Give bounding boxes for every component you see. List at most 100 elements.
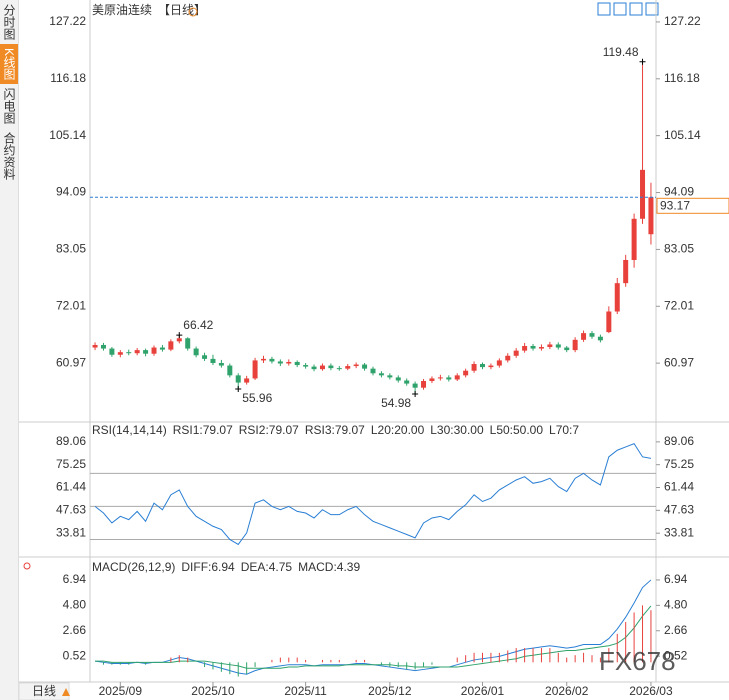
candle-body	[311, 366, 317, 370]
candle-body	[522, 345, 528, 351]
extreme-marker	[412, 390, 419, 397]
candle-body	[471, 364, 477, 371]
candle-body	[185, 338, 191, 349]
candle-body	[488, 365, 494, 368]
last-price-label: 93.17	[660, 198, 690, 212]
candle-body	[269, 358, 275, 362]
y-tick-label: 2.66	[63, 623, 87, 637]
legend-item: 【日线】	[158, 3, 206, 17]
candle-body	[429, 378, 435, 382]
toolbar	[597, 2, 659, 16]
y-tick-label: 4.80	[63, 598, 87, 612]
candle-body	[581, 333, 587, 340]
x-tick-label: 2026/03	[629, 684, 673, 698]
y-tick-label: 89.06	[664, 434, 694, 448]
y-tick-label: 89.06	[56, 434, 86, 448]
candle-body	[117, 352, 123, 355]
candle-body	[631, 218, 637, 260]
tool-icon[interactable]	[645, 2, 659, 16]
extreme-marker	[639, 58, 646, 65]
legend-item: L50:50.00	[490, 423, 544, 437]
y-tick-label: 83.05	[56, 242, 86, 256]
candle-body	[378, 373, 384, 376]
tool-icon[interactable]	[613, 2, 627, 16]
candle-body	[328, 365, 334, 369]
candle-body	[252, 360, 258, 379]
period-label[interactable]: 日线	[32, 684, 56, 698]
candle-body	[353, 364, 359, 367]
y-tick-label: 33.81	[56, 525, 86, 539]
candle-body	[126, 352, 132, 354]
macd-line	[94, 579, 652, 675]
legend-item: RSI1:79.07	[173, 423, 233, 437]
candle-body	[597, 336, 603, 341]
candle-body	[92, 344, 98, 348]
legend-item: DIFF:6.94	[181, 560, 235, 574]
candle-body	[606, 311, 612, 333]
legend-item: 美原油连续	[92, 2, 152, 17]
watermark: FX678	[599, 646, 676, 676]
period-button[interactable]	[19, 682, 70, 700]
legend-item: RSI2:79.07	[239, 423, 299, 437]
candle-body	[648, 197, 654, 235]
candle-body	[623, 259, 629, 284]
candle-body	[463, 370, 469, 376]
candle-body	[437, 377, 443, 379]
y-tick-label: 6.94	[664, 572, 688, 586]
collapse-icon	[188, 7, 198, 17]
x-tick-label: 2026/01	[461, 684, 505, 698]
settings-icon[interactable]	[23, 562, 31, 570]
chart: 日线 127.22 127.22 116.18 116.18 105.14 105.14 9…	[19, 0, 729, 700]
y-tick-label: 72.01	[664, 298, 694, 312]
candle-body	[336, 368, 342, 370]
period-arrow[interactable]	[62, 688, 70, 696]
x-tick-label: 2025/09	[99, 684, 143, 698]
candle-body	[261, 358, 267, 361]
sidebar-tab[interactable]: 分时图	[2, 4, 16, 40]
candle-body	[370, 368, 376, 374]
legend-item: L30:30.00	[430, 423, 484, 437]
candle-body	[547, 344, 553, 348]
candle-body	[168, 341, 174, 350]
candle-body	[412, 383, 418, 388]
candle-body	[277, 361, 283, 364]
candle-body	[286, 361, 292, 364]
candle-body	[193, 348, 199, 356]
y-tick-label: 75.25	[56, 457, 86, 471]
legend-item: MACD(26,12,9)	[92, 560, 175, 574]
y-tick-label: 105.14	[664, 128, 701, 142]
y-tick-label: 105.14	[49, 128, 86, 142]
legend-item: MACD:4.39	[298, 560, 360, 574]
y-tick-label: 60.97	[56, 355, 86, 369]
candle-body	[235, 375, 241, 383]
sidebar-tab[interactable]: K线图	[0, 44, 18, 85]
y-tick-label: 47.63	[56, 503, 86, 517]
y-tick-label: 0.52	[664, 648, 688, 662]
y-tick-label: 33.81	[664, 525, 694, 539]
legend-item: DEA:4.75	[241, 560, 293, 574]
candle-body	[134, 350, 140, 354]
tool-icon[interactable]	[597, 2, 611, 16]
candle-body	[109, 348, 115, 355]
extreme-label: 55.96	[242, 391, 272, 405]
y-tick-label: 116.18	[50, 71, 86, 85]
y-tick-label: 2.66	[664, 623, 688, 637]
y-tick-label: 127.22	[664, 14, 701, 28]
candle-body	[404, 380, 410, 384]
candle-body	[159, 347, 165, 350]
sidebar-tab[interactable]: 合约资料	[2, 132, 16, 181]
sidebar-tab[interactable]: 闪电图	[2, 88, 16, 125]
candle-body	[513, 350, 519, 356]
extreme-label: 119.48	[603, 45, 639, 59]
y-tick-label: 60.97	[664, 355, 694, 369]
candle-body	[100, 344, 106, 349]
candle-body	[202, 355, 208, 359]
candle-body	[227, 365, 233, 376]
candle-body	[530, 345, 536, 349]
y-tick-label: 94.09	[664, 185, 694, 199]
tool-icon[interactable]	[629, 2, 643, 16]
x-tick-label: 2025/11	[284, 684, 327, 698]
legend-item: L70:7	[549, 423, 579, 437]
candle-body	[395, 377, 401, 381]
